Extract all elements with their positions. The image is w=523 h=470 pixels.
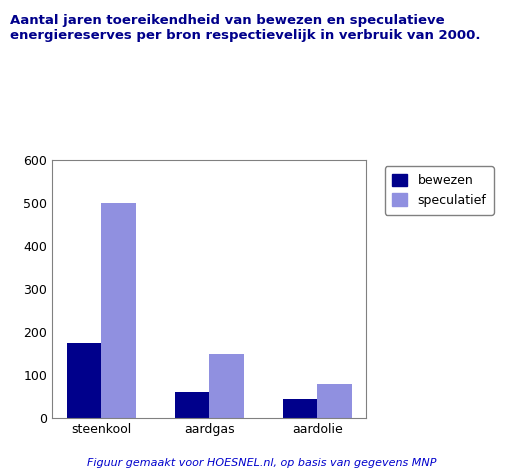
Bar xyxy=(317,384,352,418)
Bar xyxy=(175,392,209,418)
Text: Figuur gemaakt voor HOESNEL.nl, op basis van gegevens MNP: Figuur gemaakt voor HOESNEL.nl, op basis… xyxy=(87,458,436,468)
Legend: bewezen, speculatief: bewezen, speculatief xyxy=(385,166,494,214)
Bar xyxy=(282,399,317,418)
Bar xyxy=(101,203,136,418)
Text: Aantal jaren toereikendheid van bewezen en speculatieve
energiereserves per bron: Aantal jaren toereikendheid van bewezen … xyxy=(10,14,481,42)
Bar xyxy=(209,353,244,418)
Bar xyxy=(66,343,101,418)
